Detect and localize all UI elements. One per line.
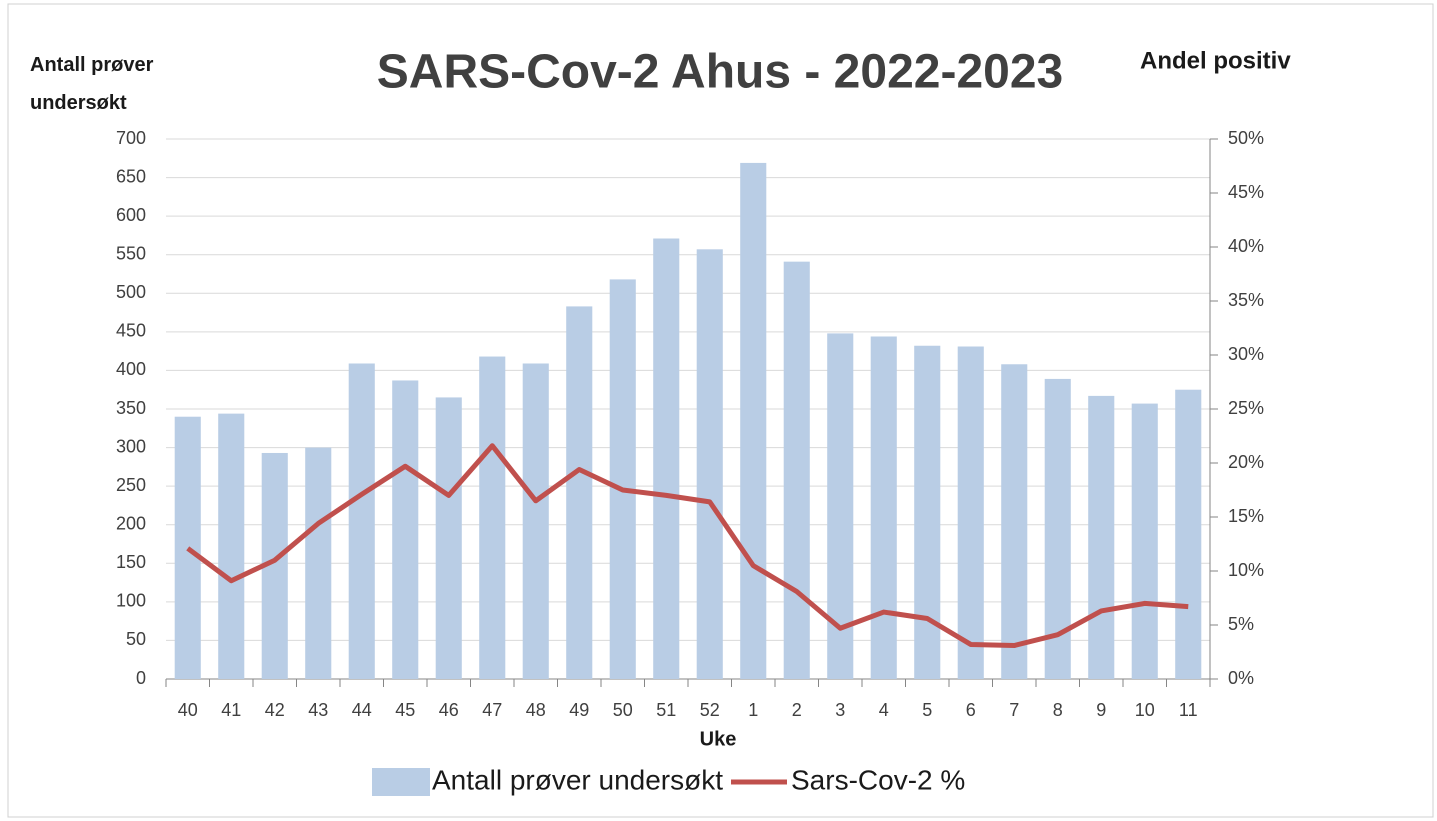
x-tick-label: 52 bbox=[700, 700, 720, 720]
chart-title: SARS-Cov-2 Ahus - 2022-2023 bbox=[377, 46, 1063, 99]
x-tick-label: 49 bbox=[569, 700, 589, 720]
x-tick-label: 46 bbox=[439, 700, 459, 720]
y-tick-label: 450 bbox=[116, 321, 146, 341]
y-tick-label: 150 bbox=[116, 552, 146, 572]
legend-swatch bbox=[372, 768, 430, 796]
bar bbox=[783, 261, 810, 679]
x-tick-label: 4 bbox=[879, 700, 889, 720]
bar bbox=[1001, 364, 1028, 679]
bar bbox=[914, 345, 941, 679]
x-axis-title: Uke bbox=[700, 728, 737, 750]
y-axis-title: Antall prøver undersøkt bbox=[30, 54, 154, 114]
bar bbox=[522, 363, 549, 679]
x-tick-label: 40 bbox=[178, 700, 198, 720]
y2-tick-label: 20% bbox=[1228, 452, 1264, 472]
x-tick-label: 51 bbox=[656, 700, 676, 720]
y2-tick-label: 0% bbox=[1228, 668, 1254, 688]
x-tick-label: 2 bbox=[792, 700, 802, 720]
y-tick-label: 350 bbox=[116, 398, 146, 418]
bar bbox=[435, 397, 462, 679]
x-tick-label: 8 bbox=[1053, 700, 1063, 720]
x-tick-label: 48 bbox=[526, 700, 546, 720]
y2-tick-label: 5% bbox=[1228, 614, 1254, 634]
y-tick-label: 300 bbox=[116, 436, 146, 456]
y2-tick-label: 15% bbox=[1228, 506, 1264, 526]
x-tick-label: 50 bbox=[613, 700, 633, 720]
y2-tick-label: 25% bbox=[1228, 398, 1264, 418]
x-tick-label: 43 bbox=[308, 700, 328, 720]
y-tick-label: 700 bbox=[116, 128, 146, 148]
y-tick-label: 0 bbox=[136, 668, 146, 688]
x-tick-label: 3 bbox=[835, 700, 845, 720]
legend-label: Sars-Cov-2 % bbox=[791, 764, 965, 795]
legend: Antall prøver undersøkt Sars-Cov-2 % bbox=[372, 764, 965, 796]
x-tick-label: 6 bbox=[966, 700, 976, 720]
y-tick-label: 250 bbox=[116, 475, 146, 495]
bar bbox=[348, 363, 375, 679]
y-tick-label: 650 bbox=[116, 166, 146, 186]
y-tick-label: 100 bbox=[116, 591, 146, 611]
y-tick-label: 550 bbox=[116, 243, 146, 263]
x-tick-label: 42 bbox=[265, 700, 285, 720]
bar bbox=[479, 356, 506, 679]
y2-tick-label: 30% bbox=[1228, 344, 1264, 364]
y-tick-label: 200 bbox=[116, 513, 146, 533]
y2-tick-label: 45% bbox=[1228, 182, 1264, 202]
y2-tick-label: 10% bbox=[1228, 560, 1264, 580]
x-tick-label: 44 bbox=[352, 700, 372, 720]
bar bbox=[218, 413, 245, 679]
x-tick-label: 7 bbox=[1009, 700, 1019, 720]
x-tick-label: 41 bbox=[221, 700, 241, 720]
x-tick-label: 10 bbox=[1135, 700, 1155, 720]
y2-axis-title: Andel positiv bbox=[1140, 47, 1291, 74]
x-tick-label: 9 bbox=[1096, 700, 1106, 720]
y-tick-label: 600 bbox=[116, 205, 146, 225]
bar bbox=[305, 447, 332, 679]
bar bbox=[1088, 395, 1115, 679]
y2-tick-label: 50% bbox=[1228, 128, 1264, 148]
bar bbox=[1131, 403, 1158, 679]
x-tick-label: 5 bbox=[922, 700, 932, 720]
y2-tick-label: 40% bbox=[1228, 236, 1264, 256]
bar bbox=[174, 416, 201, 679]
bar bbox=[392, 380, 419, 679]
bar bbox=[566, 306, 593, 679]
bar bbox=[957, 346, 984, 679]
bar bbox=[696, 249, 723, 680]
bar bbox=[653, 238, 680, 679]
bar bbox=[609, 279, 636, 679]
x-tick-label: 11 bbox=[1179, 700, 1198, 720]
line bbox=[186, 443, 1189, 649]
y-tick-label: 400 bbox=[116, 359, 146, 379]
bar bbox=[1175, 389, 1202, 679]
x-tick-label: 47 bbox=[482, 700, 502, 720]
y-tick-label: 500 bbox=[116, 282, 146, 302]
y-tick-label: 50 bbox=[126, 629, 146, 649]
y2-tick-label: 35% bbox=[1228, 290, 1264, 310]
x-tick-label: 45 bbox=[395, 700, 415, 720]
bar bbox=[870, 336, 897, 679]
legend-label: Antall prøver undersøkt bbox=[432, 764, 723, 795]
x-tick-label: 1 bbox=[748, 700, 758, 720]
bar bbox=[740, 162, 767, 679]
